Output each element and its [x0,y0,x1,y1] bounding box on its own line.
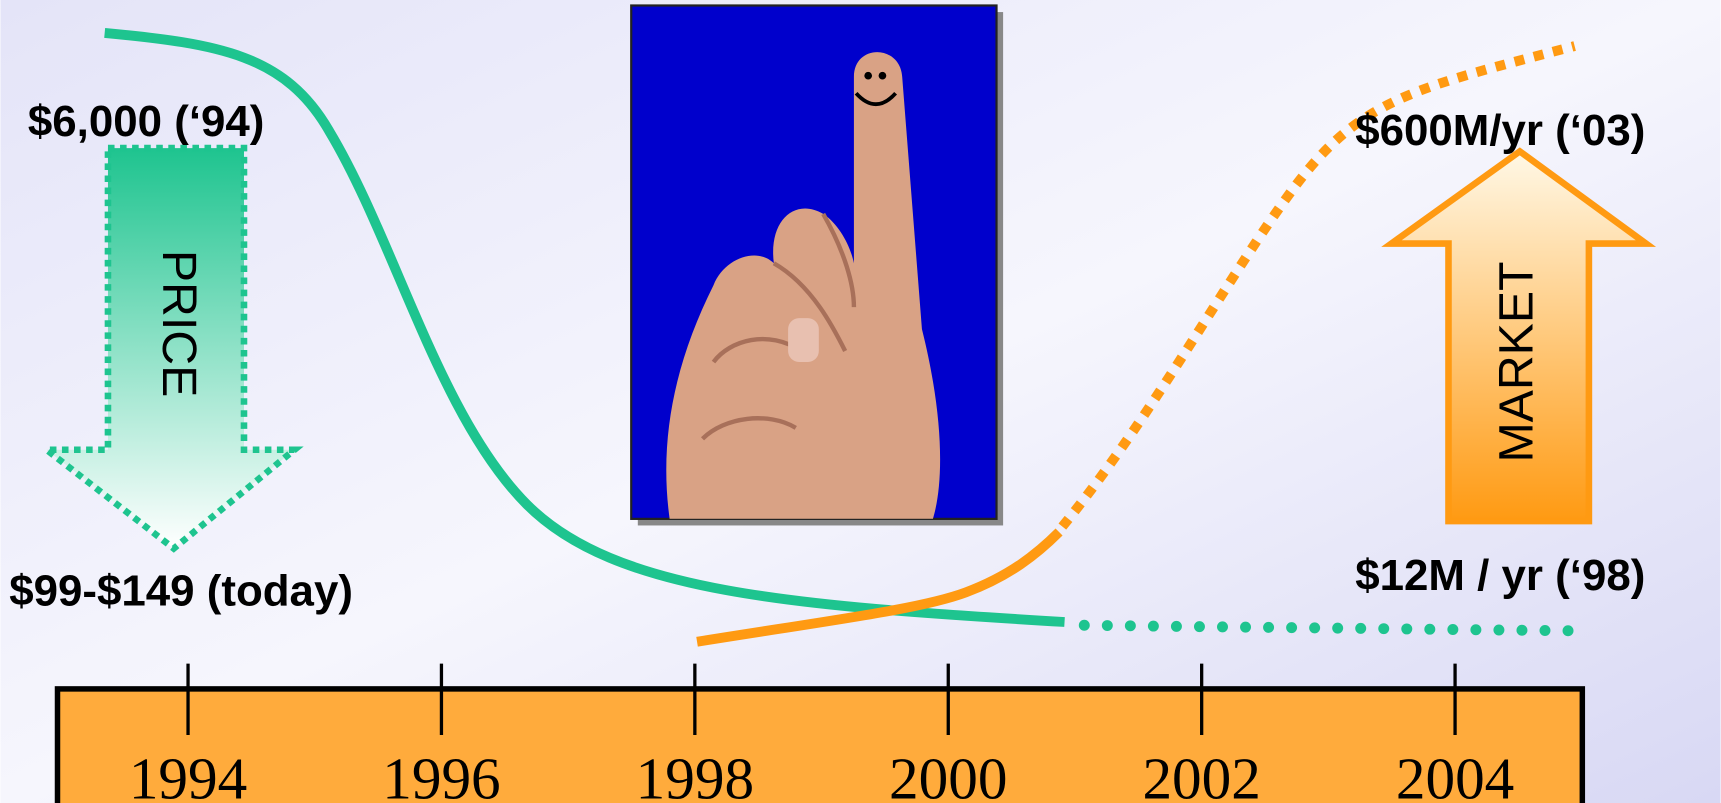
price-start-label: $6,000 (‘94) [28,97,265,146]
market-arrow [1381,147,1657,525]
market-arrow-label: MARKET [1490,261,1544,462]
smiley-eye [878,71,887,80]
smiley-mouth [854,91,898,107]
price-arrow [36,144,304,553]
price-curve [104,27,1065,627]
hand [666,52,941,519]
timeline-bar [54,686,1586,803]
market-curve [696,528,1063,647]
timeline-year: 1998 [636,746,754,803]
price-now-label: $99-$149 (today) [9,567,353,616]
timeline-year: 2004 [1396,746,1514,803]
market-curve-dotted [1058,41,1576,530]
timeline-year: 1996 [382,746,500,803]
market-start-label: $12M / yr (‘98) [1355,551,1645,600]
timeline-years: 1994 1996 1998 2000 2002 2004 [129,663,1514,803]
smiley-eye [864,71,873,80]
hand-creases [700,212,857,441]
market-end-label: $600M/yr (‘03) [1355,106,1645,155]
timeline-year: 2002 [1142,746,1260,803]
price-arrow-label: PRICE [152,250,206,397]
fingernail [788,318,819,363]
timeline-year: 1994 [129,746,247,803]
timeline-year: 2000 [889,746,1007,803]
